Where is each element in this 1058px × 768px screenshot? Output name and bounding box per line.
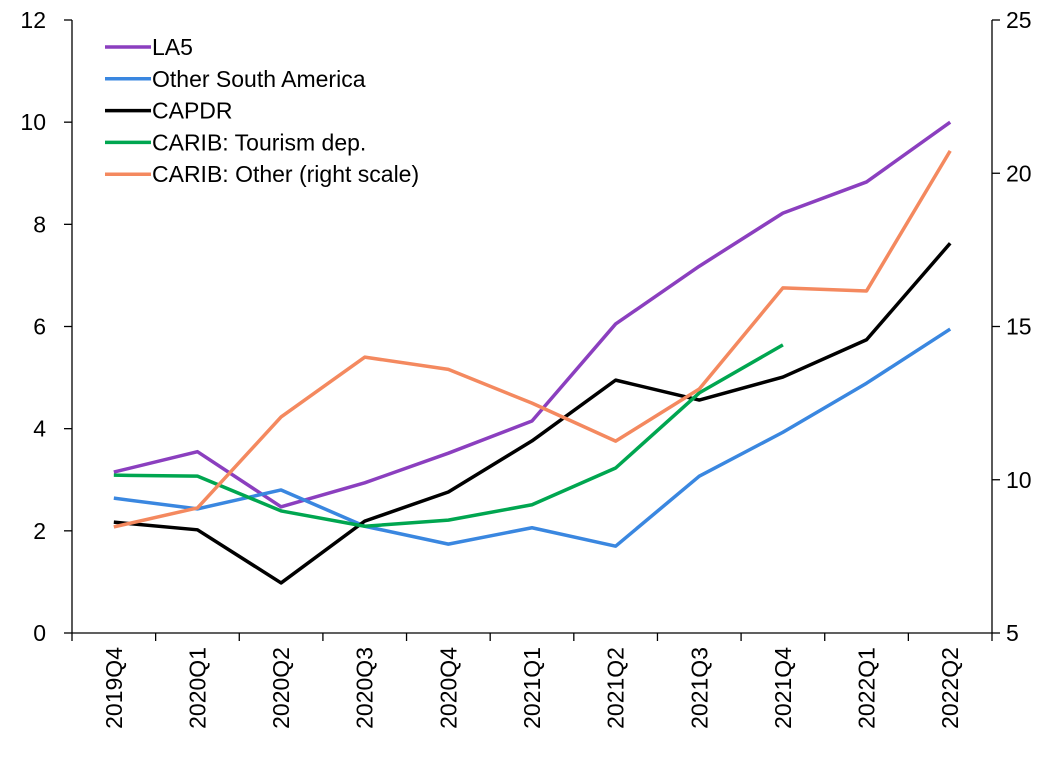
y-tick-label: 10 — [20, 109, 46, 135]
x-tick-label: 2022Q1 — [854, 647, 880, 729]
y2-tick-label: 25 — [1006, 7, 1032, 33]
y-tick-label: 8 — [33, 211, 46, 237]
x-tick-label: 2019Q4 — [101, 647, 127, 729]
y-tick-label: 4 — [33, 416, 46, 442]
x-tick-label: 2020Q2 — [268, 647, 294, 729]
y-tick-label: 6 — [33, 314, 46, 340]
x-tick-label: 2022Q2 — [937, 647, 963, 729]
legend-label: Other South America — [152, 66, 366, 92]
series-line — [113, 120, 952, 509]
x-tick-label: 2021Q2 — [603, 647, 629, 729]
series-line — [113, 327, 952, 548]
series-line — [113, 242, 952, 585]
series-line — [113, 149, 952, 529]
legend-label: CAPDR — [152, 98, 233, 124]
x-tick-label: 2021Q1 — [519, 647, 545, 729]
x-tick-label: 2020Q3 — [352, 647, 378, 729]
x-tick-label: 2021Q4 — [770, 647, 796, 729]
y2-tick-label: 10 — [1006, 467, 1032, 493]
x-tick-label: 2021Q3 — [686, 647, 712, 729]
legend-label: CARIB: Other (right scale) — [152, 161, 419, 187]
x-tick-label: 2020Q1 — [184, 647, 210, 729]
y-tick-label: 0 — [33, 620, 46, 646]
y2-tick-label: 5 — [1006, 620, 1019, 646]
y-tick-label: 2 — [33, 518, 46, 544]
series-line — [113, 343, 784, 528]
legend-label: LA5 — [152, 34, 193, 60]
y2-tick-label: 15 — [1006, 314, 1032, 340]
x-tick-label: 2020Q4 — [435, 647, 461, 729]
legend-label: CARIB: Tourism dep. — [152, 129, 366, 155]
y2-tick-label: 20 — [1006, 160, 1032, 186]
y-tick-label: 12 — [20, 7, 46, 33]
